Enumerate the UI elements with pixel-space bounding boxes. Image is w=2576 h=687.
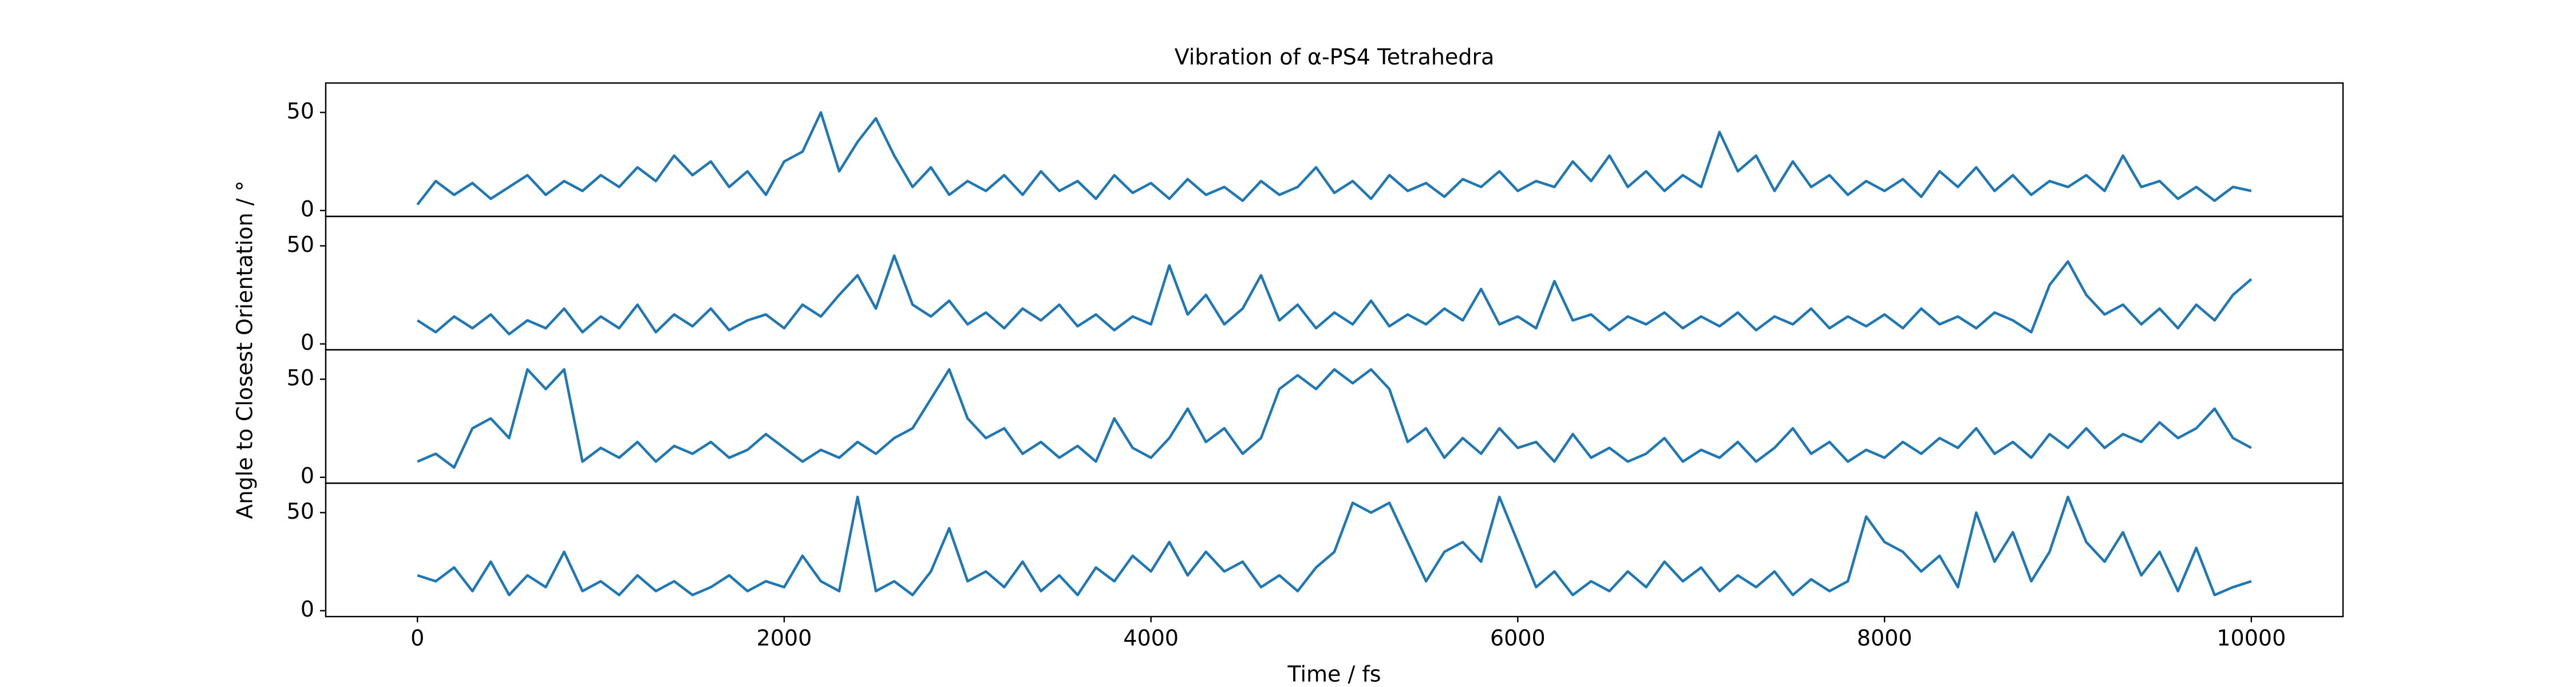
x-tick-label: 2000 [757, 626, 812, 651]
data-line [417, 495, 2252, 597]
data-line [416, 111, 2252, 206]
x-tick-label: 10000 [2217, 626, 2286, 651]
y-tick-label: 50 [287, 365, 314, 390]
x-tick-label: 4000 [1123, 626, 1179, 651]
data-line [416, 254, 2253, 335]
x-tick-label: 8000 [1857, 626, 1913, 651]
chart-title: Vibration of α-PS4 Tetrahedra [1175, 45, 1495, 70]
x-tick-label: 0 [410, 626, 424, 651]
y-tick-label: 50 [287, 98, 314, 124]
y-tick-label: 0 [301, 597, 314, 622]
y-tick-label: 0 [301, 330, 314, 355]
y-tick-label: 50 [287, 232, 314, 257]
data-line [417, 368, 2252, 469]
x-tick-label: 6000 [1490, 626, 1546, 651]
y-tick-label: 0 [301, 196, 314, 222]
y-axis-label: Angle to Closest Orientation / ° [232, 180, 258, 519]
y-tick-label: 0 [301, 463, 314, 488]
y-tick-label: 50 [287, 499, 314, 524]
panel-frame [325, 482, 2344, 618]
x-axis-label: Time / fs [1287, 662, 1381, 687]
